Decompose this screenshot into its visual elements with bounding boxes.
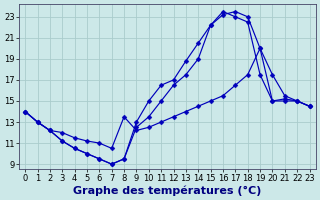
X-axis label: Graphe des températures (°C): Graphe des températures (°C) <box>73 185 261 196</box>
